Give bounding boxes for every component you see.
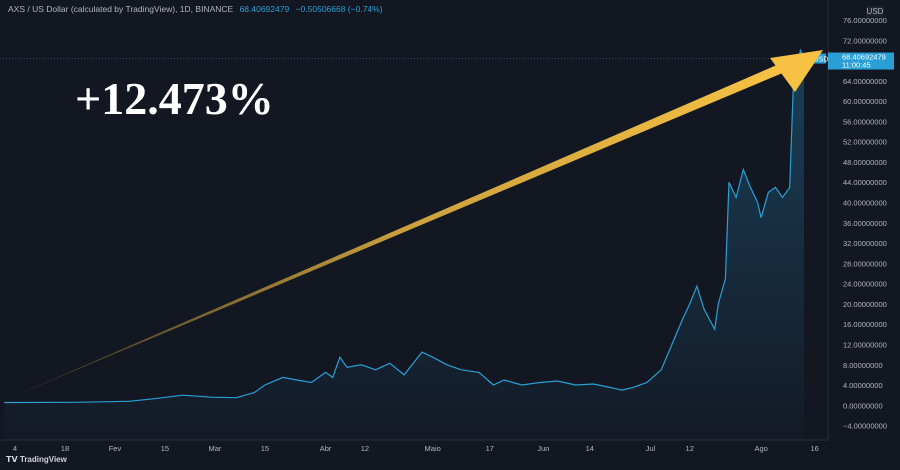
x-tick-label: Jul [646, 444, 656, 453]
x-tick-label: Jun [537, 444, 549, 453]
chart-header: AXS / US Dollar (calculated by TradingVi… [8, 4, 383, 14]
x-tick-label: 15 [161, 444, 169, 453]
last-price-badge [828, 52, 894, 70]
arrow-shaft [5, 64, 785, 400]
y-tick-label: 20.00000000 [843, 300, 887, 309]
x-tick-label: 18 [61, 444, 69, 453]
y-tick-label: 28.00000000 [843, 259, 887, 268]
x-tick-label: 4 [13, 444, 17, 453]
y-tick-label: 76.00000000 [843, 16, 887, 25]
x-tick-label: 14 [586, 444, 594, 453]
y-tick-label: −4.00000000 [843, 422, 887, 431]
y-tick-label: 40.00000000 [843, 199, 887, 208]
y-tick-label: 56.00000000 [843, 117, 887, 126]
y-tick-label: 72.00000000 [843, 36, 887, 45]
currency-label: USD [867, 7, 884, 16]
x-tick-label: 16 [811, 444, 819, 453]
symbol-title: AXS / US Dollar (calculated by TradingVi… [8, 4, 234, 14]
tradingview-logo[interactable]: 𝗧𝗩 TradingView [6, 455, 67, 464]
x-tick-label: Mar [208, 444, 221, 453]
price-change: −0.50506668 (−0.74%) [295, 4, 383, 14]
y-tick-label: 32.00000000 [843, 239, 887, 248]
y-tick-label: 24.00000000 [843, 280, 887, 289]
y-tick-label: 4.00000000 [843, 381, 883, 390]
y-tick-label: 52.00000000 [843, 138, 887, 147]
countdown: 11:00:45 [842, 61, 871, 70]
y-tick-label: 16.00000000 [843, 320, 887, 329]
y-tick-label: 64.00000000 [843, 77, 887, 86]
y-tick-label: 36.00000000 [843, 219, 887, 228]
y-tick-label: 8.00000000 [843, 361, 883, 370]
y-tick-label: 60.00000000 [843, 97, 887, 106]
x-tick-label: Maio [425, 444, 441, 453]
x-tick-label: 12 [686, 444, 694, 453]
percent-annotation: +12.473% [75, 73, 274, 124]
y-tick-label: 0.00000000 [843, 401, 883, 410]
x-tick-label: Abr [320, 444, 332, 453]
price-line [4, 48, 805, 404]
y-tick-label: 44.00000000 [843, 178, 887, 187]
last-price: 68.40692479 [239, 4, 290, 14]
x-tick-label: 12 [361, 444, 369, 453]
last-price-value: 68.40692479 [842, 53, 886, 62]
x-tick-label: 15 [261, 444, 269, 453]
arrow-head [770, 50, 823, 92]
price-area [4, 50, 805, 441]
x-tick-label: Ago [754, 444, 767, 453]
currency-box [866, 6, 884, 17]
x-tick-label: Fev [109, 444, 122, 453]
x-tick-label: 17 [486, 444, 494, 453]
branding-text: TradingView [19, 455, 67, 464]
y-tick-label: 12.00000000 [843, 340, 887, 349]
y-tick-label: 48.00000000 [843, 158, 887, 167]
tv-icon: 𝗧𝗩 [6, 455, 20, 464]
